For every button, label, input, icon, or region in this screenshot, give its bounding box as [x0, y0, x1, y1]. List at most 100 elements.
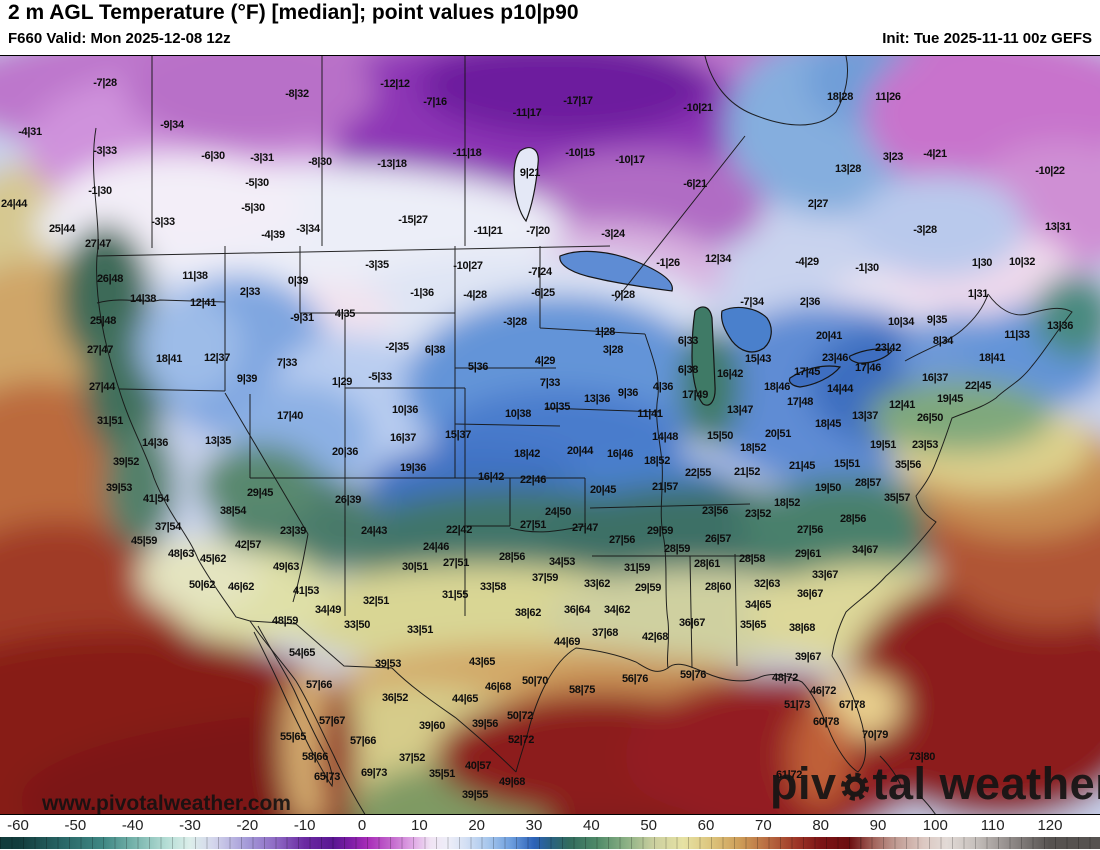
- point-value-label: -4|21: [923, 148, 947, 160]
- point-value-label: 23|53: [911, 439, 939, 451]
- point-value-label: 1|29: [331, 376, 353, 388]
- colorbar-tick-label: 60: [697, 817, 715, 834]
- point-value-label: 36|64: [563, 604, 591, 616]
- point-value-label: -7|34: [740, 296, 764, 308]
- point-value-label: 27|51: [442, 557, 470, 569]
- point-value-label: 51|73: [783, 699, 811, 711]
- point-value-label: 26|48: [96, 273, 124, 285]
- point-value-label: 11|41: [637, 408, 663, 420]
- point-value-label: 34|62: [603, 604, 631, 616]
- point-value-label: 34|49: [314, 604, 342, 616]
- point-value-label: 33|50: [343, 619, 371, 631]
- colorbar-tick-label: -60: [7, 817, 29, 834]
- point-value-label: 38|62: [514, 607, 542, 619]
- point-value-label: 9|21: [519, 167, 541, 179]
- point-value-label: 23|46: [821, 352, 849, 364]
- point-value-label: 17|48: [786, 396, 814, 408]
- watermark-url: www.pivotalweather.com: [42, 792, 291, 815]
- point-value-label: 36|52: [381, 692, 409, 704]
- temperature-field: [0, 56, 1100, 814]
- point-value-label: -15|27: [398, 214, 428, 226]
- point-value-label: -13|18: [377, 158, 407, 170]
- point-value-label: 33|51: [406, 624, 434, 636]
- point-value-label: 56|76: [621, 673, 649, 685]
- point-value-label: 50|70: [521, 675, 549, 687]
- point-value-label: 34|65: [744, 599, 772, 611]
- colorbar-tick-label: -40: [121, 817, 144, 834]
- point-value-label: 14|36: [141, 437, 169, 449]
- colorbar-tick-label: 10: [410, 817, 428, 834]
- point-value-label: 18|28: [826, 91, 854, 103]
- point-value-label: 12|34: [704, 253, 732, 265]
- point-value-label: -12|12: [380, 78, 410, 90]
- point-value-label: 10|35: [543, 401, 571, 413]
- point-value-label: 24|43: [360, 525, 388, 537]
- point-value-label: -3|28: [913, 224, 937, 236]
- point-value-label: 4|35: [334, 308, 356, 320]
- pivotal-weather-logo: piv tal weather: [770, 758, 1100, 810]
- point-value-label: 46|72: [809, 685, 837, 697]
- point-value-label: 43|65: [468, 656, 496, 668]
- point-value-label: 31|55: [441, 589, 469, 601]
- point-value-label: 40|57: [464, 760, 492, 772]
- point-value-label: -10|21: [683, 102, 713, 114]
- colorbar-tick-label: 0: [357, 817, 367, 834]
- point-value-label: 32|63: [753, 578, 781, 590]
- point-value-label: 27|51: [519, 519, 547, 531]
- point-value-label: 3|23: [882, 151, 904, 163]
- point-value-label: 13|35: [204, 435, 232, 447]
- gear-icon: [838, 761, 872, 801]
- point-value-label: 23|39: [279, 525, 307, 537]
- colorbar-tick-label: 70: [754, 817, 772, 834]
- point-value-label: 16|42: [716, 368, 744, 380]
- point-value-label: 49|68: [498, 776, 526, 788]
- point-value-label: 31|51: [96, 415, 124, 427]
- point-value-label: -6|21: [683, 178, 707, 190]
- colorbar-tick-label: 50: [640, 817, 657, 834]
- point-value-label: 6|38: [424, 344, 446, 356]
- point-value-label: 11|38: [182, 270, 208, 282]
- point-value-label: 10|36: [391, 404, 419, 416]
- point-value-label: 21|45: [788, 460, 816, 472]
- logo-text-right: tal weather: [872, 758, 1100, 809]
- point-value-label: 27|47: [84, 238, 112, 250]
- point-value-label: 2|27: [807, 198, 829, 210]
- point-value-label: 41|54: [142, 493, 170, 505]
- point-value-label: 11|26: [875, 91, 901, 103]
- colorbar-gradient: [0, 837, 1100, 849]
- point-value-label: 29|45: [246, 487, 274, 499]
- point-value-label: 28|60: [704, 581, 732, 593]
- point-value-label: 16|42: [477, 471, 505, 483]
- point-value-label: 21|57: [651, 481, 679, 493]
- point-value-label: 20|36: [331, 446, 359, 458]
- point-value-label: 34|67: [851, 544, 879, 556]
- point-value-label: 13|36: [583, 393, 611, 405]
- point-value-label: -3|28: [503, 316, 527, 328]
- point-value-label: 20|44: [566, 445, 594, 457]
- point-value-label: 26|39: [334, 494, 362, 506]
- point-value-label: 23|56: [701, 505, 729, 517]
- colorbar-tick-label: 80: [812, 817, 829, 834]
- point-value-label: 19|36: [399, 462, 427, 474]
- point-value-label: 39|60: [418, 720, 446, 732]
- point-value-label: 39|52: [112, 456, 140, 468]
- point-value-label: 18|52: [773, 497, 801, 509]
- logo-text-left: piv: [770, 758, 837, 809]
- point-value-label: 30|51: [401, 561, 429, 573]
- point-value-label: 17|49: [681, 389, 709, 401]
- point-value-label: 13|31: [1044, 221, 1072, 233]
- point-value-label: 27|56: [796, 524, 824, 536]
- point-value-label: 2|33: [239, 286, 261, 298]
- point-value-label: 29|59: [646, 525, 674, 537]
- point-value-label: 7|33: [276, 357, 298, 369]
- point-value-label: 39|67: [794, 651, 822, 663]
- point-value-label: 9|39: [236, 373, 258, 385]
- point-value-label: 11|33: [1004, 329, 1030, 341]
- point-value-label: 33|58: [479, 581, 507, 593]
- point-value-label: 34|53: [548, 556, 576, 568]
- point-value-label: -5|30: [245, 177, 269, 189]
- colorbar-tick-label: 110: [980, 817, 1005, 834]
- point-value-label: 37|68: [591, 627, 619, 639]
- point-value-label: 18|42: [513, 448, 541, 460]
- point-value-label: 7|33: [539, 377, 561, 389]
